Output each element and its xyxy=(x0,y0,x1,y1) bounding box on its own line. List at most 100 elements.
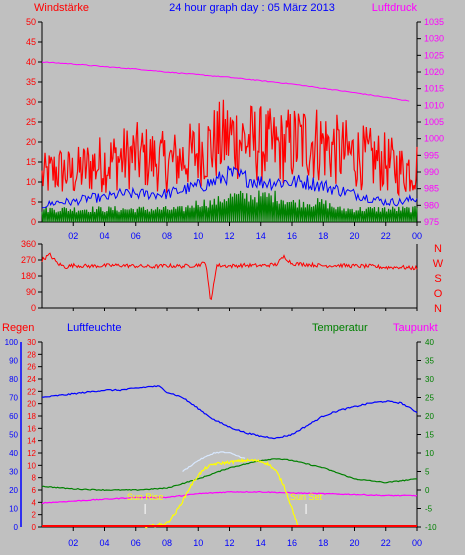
humidity-y-tick-label: 10 xyxy=(27,461,36,470)
wind-max-line xyxy=(41,99,418,198)
wind-y-tick-label: 20 xyxy=(26,137,36,147)
humidity-y-tick-label: 8 xyxy=(32,474,37,483)
humidity-y-tick-label: 16 xyxy=(27,424,36,433)
temperature-y-tick-label: -10 xyxy=(425,523,437,532)
direction-letter-s: S xyxy=(434,273,441,285)
dewpoint-line xyxy=(41,490,418,504)
temperature-y-tick-label: 40 xyxy=(425,338,434,347)
rain-y-tick-label: 0 xyxy=(14,523,19,532)
rain-y-tick-label: 20 xyxy=(9,486,18,495)
wind-direction-panel: 0 90 180 270 360 xyxy=(21,239,418,313)
direction-y-tick-label: 270 xyxy=(21,255,36,265)
climate-x-tick-label: 00 xyxy=(412,538,422,548)
wind-x-tick-label: 22 xyxy=(381,231,391,241)
pressure-y-tick-label: 1015 xyxy=(424,84,444,94)
temperature-y-tick-label: 25 xyxy=(425,394,434,403)
climate-x-tick-label: 16 xyxy=(287,538,297,548)
pressure-y-tick-label: 1005 xyxy=(424,117,444,127)
temperature-label: Temperatur xyxy=(312,322,368,334)
wind-y-tick-label: 40 xyxy=(26,57,36,67)
humidity-label: Luftfeuchte xyxy=(67,322,121,334)
humidity-y-tick-label: 20 xyxy=(27,400,36,409)
direction-y-tick-label: 360 xyxy=(21,239,36,249)
pressure-y-tick-label: 1000 xyxy=(424,134,444,144)
wind-y-tick-label: 15 xyxy=(26,157,36,167)
climate-x-tick-label: 08 xyxy=(162,538,172,548)
pressure-line xyxy=(41,61,410,102)
wind-y-tick-label: 5 xyxy=(31,197,36,207)
rain-y-tick-label: 50 xyxy=(9,431,18,440)
humidity-y-tick-label: 12 xyxy=(27,449,36,458)
rain-y-tick-label: 40 xyxy=(9,449,18,458)
temperature-y-tick-label: 15 xyxy=(425,431,434,440)
humidity-y-tick-label: 24 xyxy=(27,375,36,384)
wind-y-tick-label: 50 xyxy=(26,17,36,27)
wind-x-tick-label: 00 xyxy=(412,231,422,241)
wind-x-tick-label: 12 xyxy=(224,231,234,241)
humidity-y-tick-label: 18 xyxy=(27,412,36,421)
humidity-y-tick-label: 6 xyxy=(32,486,37,495)
direction-y-tick-label: 180 xyxy=(21,271,36,281)
temperature-y-tick-label: 0 xyxy=(425,486,430,495)
wind-y-tick-label: 30 xyxy=(26,97,36,107)
direction-letter-o: O xyxy=(434,288,443,300)
pressure-y-tick-label: 1035 xyxy=(424,17,444,27)
pressure-y-tick-label: 1020 xyxy=(424,67,444,77)
direction-letter-w: W xyxy=(433,258,444,270)
climate-x-tick-label: 06 xyxy=(131,538,141,548)
chart-title: 24 hour graph day : 05 März 2013 xyxy=(169,2,335,14)
rain-y-tick-label: 90 xyxy=(9,357,18,366)
wind-x-tick-label: 02 xyxy=(68,231,78,241)
humidity-y-tick-label: 2 xyxy=(32,511,37,520)
temperature-y-tick-label: 20 xyxy=(425,412,434,421)
wind-x-tick-label: 16 xyxy=(287,231,297,241)
sunrise-label: Sun Rise xyxy=(127,492,164,502)
direction-line xyxy=(41,252,418,301)
direction-y-tick-label: 0 xyxy=(31,303,36,313)
temperature-y-tick-label: 10 xyxy=(425,449,434,458)
wind-x-tick-label: 04 xyxy=(99,231,109,241)
wind-y-tick-label: 0 xyxy=(31,217,36,227)
temperature-line xyxy=(41,458,418,492)
rain-y-tick-label: 70 xyxy=(9,394,18,403)
wind-y-tick-label: 25 xyxy=(26,117,36,127)
rain-y-tick-label: 60 xyxy=(9,412,18,421)
wind-x-tick-label: 10 xyxy=(193,231,203,241)
temperature-humidity-panel: 0102030405060708090100024681012141618202… xyxy=(5,338,437,548)
climate-x-tick-label: 14 xyxy=(256,538,266,548)
wind-y-tick-label: 45 xyxy=(26,37,36,47)
humidity-y-tick-label: 4 xyxy=(32,498,37,507)
climate-x-tick-label: 02 xyxy=(68,538,78,548)
pressure-y-tick-label: 1030 xyxy=(424,34,444,44)
rain-y-tick-label: 100 xyxy=(5,338,19,347)
solar-max-line xyxy=(182,451,246,473)
wind-y-tick-label: 35 xyxy=(26,77,36,87)
wind-x-tick-label: 20 xyxy=(349,231,359,241)
direction-letter-n-top: N xyxy=(434,243,442,255)
humidity-line xyxy=(41,385,418,440)
rain-label: Regen xyxy=(2,322,34,334)
climate-x-tick-label: 18 xyxy=(318,538,328,548)
humidity-y-tick-label: 14 xyxy=(27,437,36,446)
pressure-y-tick-label: 985 xyxy=(424,184,439,194)
temperature-y-tick-label: 30 xyxy=(425,375,434,384)
humidity-y-tick-label: 30 xyxy=(27,338,36,347)
pressure-y-tick-label: 980 xyxy=(424,200,439,210)
temperature-y-tick-label: -5 xyxy=(425,505,433,514)
humidity-y-tick-label: 28 xyxy=(27,350,36,359)
climate-x-tick-label: 04 xyxy=(99,538,109,548)
temperature-y-tick-label: 5 xyxy=(425,468,430,477)
direction-y-tick-label: 90 xyxy=(26,287,36,297)
pressure-y-tick-label: 1010 xyxy=(424,100,444,110)
pressure-y-tick-label: 995 xyxy=(424,150,439,160)
humidity-y-tick-label: 22 xyxy=(27,387,36,396)
wind-axis-title: Windstärke xyxy=(34,2,89,14)
pressure-axis-title: Luftdruck xyxy=(372,2,418,14)
climate-x-tick-label: 20 xyxy=(349,538,359,548)
rain-y-tick-label: 10 xyxy=(9,505,18,514)
pressure-y-tick-label: 990 xyxy=(424,167,439,177)
wind-x-tick-label: 06 xyxy=(131,231,141,241)
pressure-y-tick-label: 1025 xyxy=(424,50,444,60)
climate-x-tick-label: 10 xyxy=(193,538,203,548)
